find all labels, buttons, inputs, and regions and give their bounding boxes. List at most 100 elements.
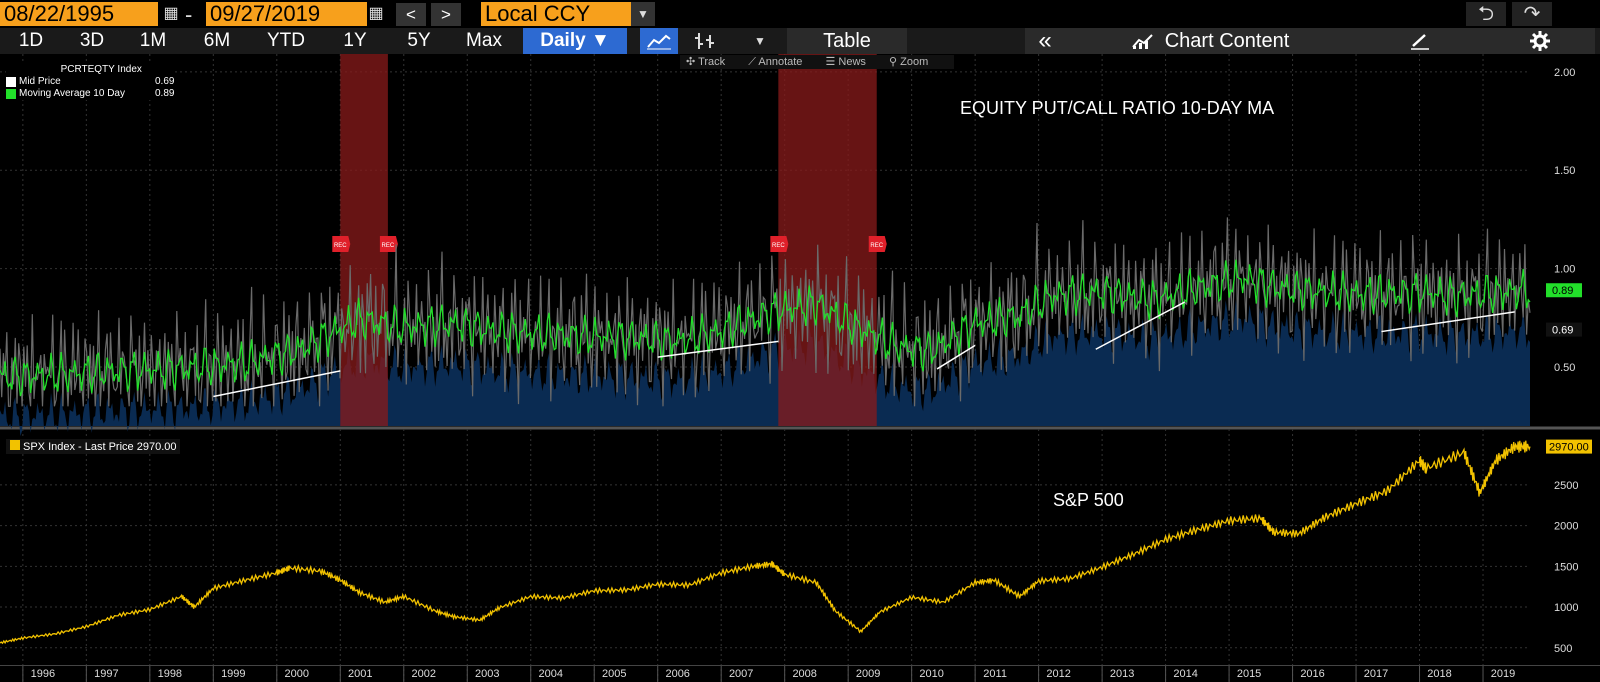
- rec-flag: [379, 236, 398, 252]
- axis-column: [1530, 54, 1600, 682]
- start-calendar-icon[interactable]: ▦: [163, 5, 179, 22]
- start-date-field[interactable]: 08/22/1995: [0, 2, 158, 26]
- x-axis: 1996 1997 1998 1999 2000 2001 2002 2003 2004 2005…: [0, 665, 1600, 682]
- x-tick-label: 2016: [1300, 668, 1324, 680]
- rec-label: REC: [382, 243, 395, 249]
- top-y-tick-label: 2.00: [1554, 67, 1575, 79]
- rec-label: REC: [334, 243, 347, 249]
- x-tick-label: 2001: [348, 668, 372, 680]
- swatch-green: [6, 89, 16, 99]
- x-tick-label: 2007: [729, 668, 753, 680]
- trendline: [657, 340, 779, 358]
- zoom-tool[interactable]: ⚲ Zoom: [889, 56, 929, 68]
- news-tool[interactable]: ☰ News: [825, 56, 866, 68]
- rec-flag: [332, 236, 351, 252]
- x-tick-label: 2006: [665, 668, 689, 680]
- undo-icon[interactable]: ⮌: [1466, 2, 1506, 26]
- rec-label: REC: [870, 243, 883, 249]
- chart-type-dropdown-icon[interactable]: ▼: [754, 34, 766, 48]
- x-tick-label: 1998: [158, 668, 182, 680]
- period-6m[interactable]: 6M: [203, 30, 231, 51]
- rec-marker: REC: [770, 236, 789, 252]
- prev-period-button[interactable]: <: [396, 3, 426, 26]
- currency-dropdown-icon[interactable]: ▼: [631, 2, 655, 26]
- x-tick-label: 2013: [1110, 668, 1134, 680]
- rec-marker: REC: [868, 236, 887, 252]
- legend-mid-value: 0.69: [155, 76, 175, 87]
- next-period-button[interactable]: >: [431, 3, 461, 26]
- rec-marker: REC: [332, 236, 351, 252]
- period-1d[interactable]: 1D: [18, 30, 44, 51]
- bottom-y-tick-label: 500: [1554, 643, 1572, 655]
- x-tick-label: 2014: [1173, 668, 1197, 680]
- collapse-panel-button[interactable]: «: [1025, 28, 1065, 54]
- chart-grid: [0, 54, 1600, 682]
- x-tick-label: 1996: [31, 668, 55, 680]
- bottom-y-tick-label: 1000: [1554, 602, 1578, 614]
- legend-ma-value: 0.89: [155, 88, 175, 99]
- x-tick-label: 2012: [1046, 668, 1070, 680]
- x-tick-label: 2011: [983, 668, 1007, 680]
- x-tick-label: 2000: [285, 668, 309, 680]
- x-tick-label: 1999: [221, 668, 245, 680]
- settings-gear-icon[interactable]: [1485, 28, 1595, 54]
- frequency-dropdown[interactable]: Daily ▼: [523, 28, 627, 54]
- last-label-ma: 0.89: [1546, 283, 1582, 298]
- bottom-y-tick-label: 2000: [1554, 521, 1578, 533]
- swatch-white: [6, 77, 16, 87]
- mid-price-line: [0, 217, 1531, 407]
- legend-row-mid[interactable]: Mid Price 0.69: [6, 76, 174, 88]
- rec-label: REC: [772, 243, 785, 249]
- track-tool[interactable]: ✣ Track: [686, 56, 726, 68]
- period-1y[interactable]: 1Y: [343, 30, 367, 51]
- x-tick-label: 2017: [1364, 668, 1388, 680]
- last-label-ma-bg: [1546, 283, 1582, 298]
- ohlc-bar-icon[interactable]: [688, 28, 722, 54]
- edit-chart-icon[interactable]: [1355, 28, 1485, 54]
- moving-average-line: [0, 259, 1531, 397]
- chart-content-button[interactable]: Chart Content: [1065, 28, 1355, 54]
- spx-legend-text: SPX Index - Last Price 2970.00: [23, 441, 177, 453]
- x-tick-label: 2003: [475, 668, 499, 680]
- last-label-mid-text: 0.69: [1552, 325, 1573, 337]
- top-y-tick-label: 1.00: [1554, 264, 1575, 276]
- spx-panel: 2500 2000 1500 1000 500 2970.00: [0, 439, 1592, 655]
- legend-row-ma[interactable]: Moving Average 10 Day 0.89: [6, 88, 174, 100]
- period-1m[interactable]: 1M: [139, 30, 167, 51]
- period-max[interactable]: Max: [466, 30, 502, 51]
- line-chart-icon[interactable]: [640, 28, 678, 54]
- trendline: [1381, 311, 1515, 333]
- period-3d[interactable]: 3D: [79, 30, 105, 51]
- end-date-field[interactable]: 09/27/2019: [206, 2, 367, 26]
- bottom-y-tick-label: 1500: [1554, 561, 1578, 573]
- swatch-gold: [10, 440, 20, 450]
- currency-field[interactable]: Local CCY: [481, 2, 631, 26]
- put-call-legend: PCRTEQTY Index Mid Price 0.69 Moving Ave…: [6, 64, 175, 100]
- legend-title: PCRTEQTY Index: [60, 64, 142, 75]
- x-tick-label: 2008: [792, 668, 816, 680]
- trendline: [936, 344, 976, 370]
- last-label-mid: 0.69: [1546, 322, 1582, 337]
- spx-line: [0, 440, 1531, 645]
- rec-flag: [770, 236, 789, 252]
- end-calendar-icon[interactable]: ▦: [368, 5, 384, 22]
- redo-icon[interactable]: ↷: [1512, 2, 1552, 26]
- period-5y[interactable]: 5Y: [407, 30, 431, 51]
- x-axis-line: [0, 665, 1600, 666]
- x-tick-label: 2010: [919, 668, 943, 680]
- period-ytd[interactable]: YTD: [267, 30, 305, 51]
- x-tick-label: 1997: [94, 668, 118, 680]
- last-label-ma-text: 0.89: [1552, 285, 1573, 297]
- rec-flag: [868, 236, 887, 252]
- table-button[interactable]: Table: [787, 28, 907, 54]
- annotate-tool[interactable]: ⟋ Annotate: [748, 56, 803, 68]
- chart-content-icon: [1131, 34, 1153, 49]
- top-y-tick-label: 0.50: [1554, 362, 1575, 374]
- spx-last-label-bg: [1546, 439, 1592, 454]
- spx-legend[interactable]: SPX Index - Last Price 2970.00: [6, 439, 181, 454]
- x-tick-label: 2004: [538, 668, 562, 680]
- x-tick-label: 2018: [1427, 668, 1451, 680]
- x-tick-label: 2005: [602, 668, 626, 680]
